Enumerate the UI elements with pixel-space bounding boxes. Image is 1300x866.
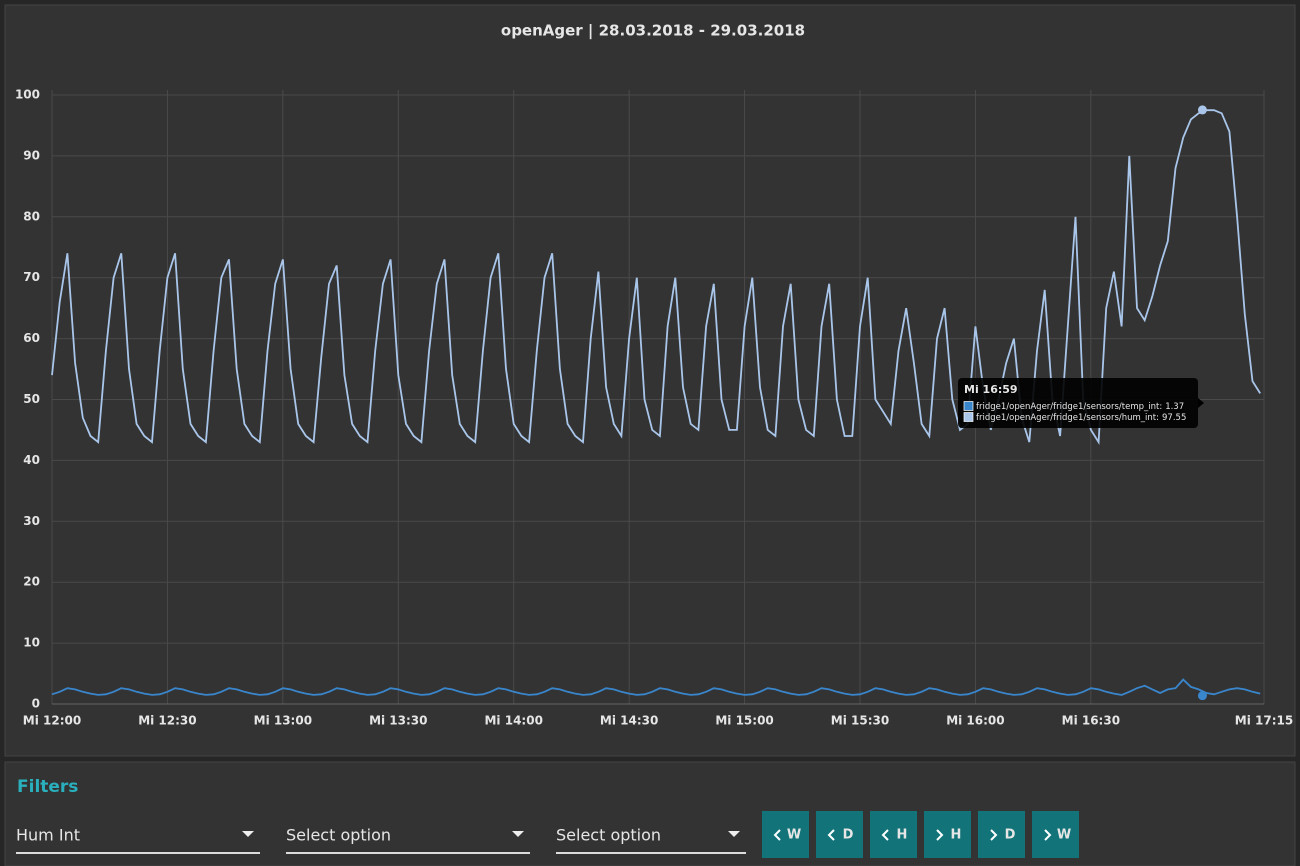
x-tick-label: Mi 14:00 bbox=[484, 714, 542, 728]
y-tick-label: 40 bbox=[23, 453, 40, 467]
tooltip-label: fridge1/openAger/fridge1/sensors/temp_in… bbox=[976, 402, 1162, 412]
tooltip: Mi 16:59 fridge1/openAger/fridge1/sensors… bbox=[958, 378, 1204, 428]
tooltip-title: Mi 16:59 bbox=[964, 383, 1018, 396]
chevron-icon bbox=[1044, 829, 1052, 841]
y-tick-label: 60 bbox=[23, 331, 40, 345]
button-label: W bbox=[1057, 828, 1071, 843]
button-bg bbox=[924, 811, 971, 858]
series-line bbox=[51, 678, 1261, 696]
x-tick-label: Mi 15:30 bbox=[831, 714, 889, 728]
button-bg bbox=[978, 811, 1025, 858]
button-bg bbox=[816, 811, 863, 858]
nav-button[interactable]: W bbox=[762, 811, 809, 858]
y-tick-label: 20 bbox=[23, 575, 40, 589]
chart-title: openAger | 28.03.2018 - 29.03.2018 bbox=[501, 22, 805, 41]
x-tick-label: Mi 17:15 bbox=[1235, 714, 1293, 728]
button-label: H bbox=[951, 828, 962, 843]
x-tick-label: Mi 13:00 bbox=[254, 714, 312, 728]
nav-button[interactable]: H bbox=[924, 811, 971, 858]
button-label: W bbox=[787, 828, 801, 843]
select-arrow bbox=[512, 831, 524, 837]
select-value: Select option bbox=[556, 826, 661, 845]
y-tick-label: 80 bbox=[23, 209, 40, 223]
series-line bbox=[51, 109, 1261, 445]
select[interactable]: Hum Int bbox=[16, 826, 260, 854]
select-arrow bbox=[728, 831, 740, 837]
x-tick-label: Mi 16:00 bbox=[946, 714, 1004, 728]
button-label: D bbox=[1005, 828, 1016, 843]
x-tick-label: Mi 15:00 bbox=[715, 714, 773, 728]
tooltip-swatch bbox=[963, 401, 974, 411]
chevron-icon bbox=[881, 829, 889, 841]
button-bg bbox=[1032, 811, 1079, 858]
select[interactable]: Select option bbox=[556, 826, 746, 854]
filters: Hum Int Select option Select option W D H H D W bbox=[16, 811, 1079, 858]
nav-button[interactable]: H bbox=[870, 811, 917, 858]
hover-point bbox=[1197, 105, 1207, 115]
plot: 0 10 20 30 40 50 60 70 80 90 100 Mi 12:00 Mi 12:30 Mi… bbox=[15, 88, 1293, 728]
tooltip-box bbox=[958, 378, 1198, 428]
filter-panel bbox=[4, 761, 1296, 866]
tooltip-caret bbox=[1198, 398, 1204, 408]
tooltip-value: 1.37 bbox=[1165, 402, 1184, 412]
tooltip-swatch bbox=[963, 412, 974, 422]
chevron-icon bbox=[773, 829, 781, 841]
select[interactable]: Select option bbox=[286, 826, 530, 854]
button-label: H bbox=[897, 828, 908, 843]
hover-point bbox=[1197, 691, 1207, 701]
x-tick-label: Mi 12:30 bbox=[138, 714, 196, 728]
tooltip-item: fridge1/openAger/fridge1/sensors/hum_int… bbox=[976, 413, 1186, 423]
tooltip-value: 97.55 bbox=[1162, 413, 1186, 423]
chevron-icon bbox=[827, 829, 835, 841]
x-tick-label: Mi 16:30 bbox=[1062, 714, 1120, 728]
chevron-icon bbox=[936, 829, 944, 841]
y-tick-label: 90 bbox=[23, 148, 40, 162]
y-tick-label: 0 bbox=[32, 697, 40, 711]
nav-button[interactable]: D bbox=[978, 811, 1025, 858]
x-tick-label: Mi 14:30 bbox=[600, 714, 658, 728]
x-tick-label: Mi 12:00 bbox=[23, 714, 81, 728]
tooltip-item: fridge1/openAger/fridge1/sensors/temp_in… bbox=[976, 402, 1184, 412]
button-label: D bbox=[843, 828, 854, 843]
y-tick-label: 100 bbox=[15, 88, 40, 102]
nav-button[interactable]: D bbox=[816, 811, 863, 858]
x-tick-label: Mi 13:30 bbox=[369, 714, 427, 728]
select-value: Hum Int bbox=[16, 826, 80, 845]
button-bg bbox=[870, 811, 917, 858]
y-tick-label: 30 bbox=[23, 514, 40, 528]
y-tick-label: 10 bbox=[23, 636, 40, 650]
y-tick-label: 50 bbox=[23, 392, 40, 406]
select-value: Select option bbox=[286, 826, 391, 845]
y-tick-label: 70 bbox=[23, 270, 40, 284]
chevron-icon bbox=[990, 829, 998, 841]
select-arrow bbox=[242, 831, 254, 837]
filters-title: Filters bbox=[17, 777, 78, 797]
tooltip-label: fridge1/openAger/fridge1/sensors/hum_int… bbox=[976, 413, 1159, 423]
button-bg bbox=[762, 811, 809, 858]
nav-button[interactable]: W bbox=[1032, 811, 1079, 858]
